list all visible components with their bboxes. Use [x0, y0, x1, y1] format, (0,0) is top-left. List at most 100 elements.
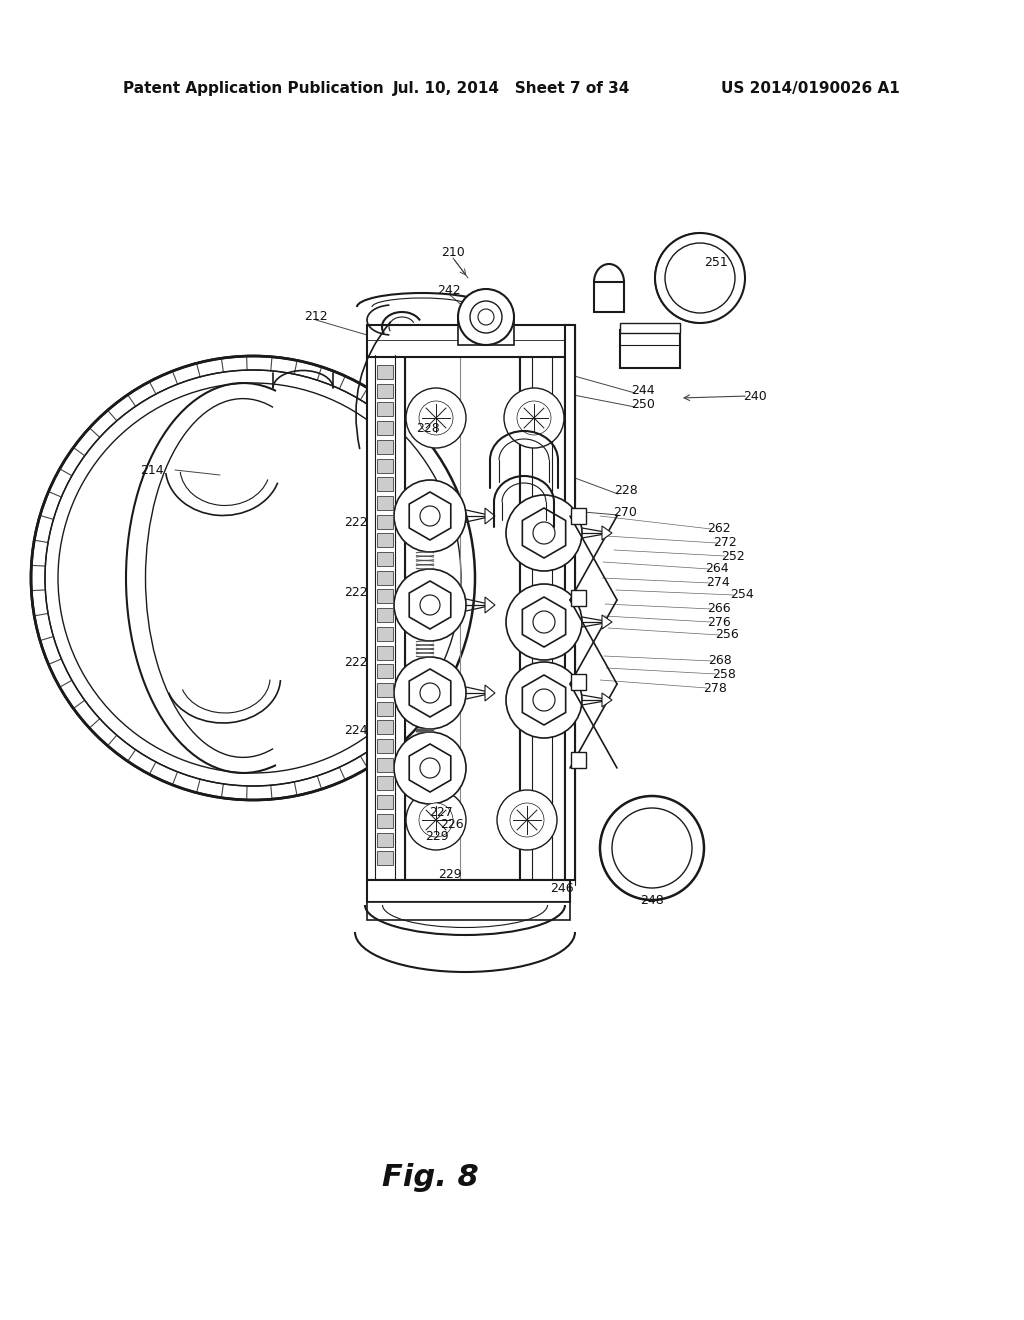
Text: 266: 266: [708, 602, 731, 615]
Polygon shape: [602, 693, 612, 708]
Text: 210: 210: [441, 247, 465, 260]
Text: 244: 244: [631, 384, 654, 396]
Text: 256: 256: [715, 628, 739, 642]
Text: 262: 262: [708, 523, 731, 536]
Circle shape: [394, 480, 466, 552]
Polygon shape: [602, 615, 612, 630]
Text: Fig. 8: Fig. 8: [382, 1163, 478, 1192]
Bar: [571, 508, 586, 524]
Polygon shape: [522, 597, 565, 647]
Circle shape: [394, 569, 466, 642]
Text: 228: 228: [416, 421, 440, 434]
Text: 222: 222: [344, 586, 368, 598]
Bar: [406, 355, 520, 880]
Text: 270: 270: [613, 506, 637, 519]
Bar: [377, 570, 393, 585]
Bar: [367, 880, 570, 902]
Circle shape: [506, 583, 582, 660]
Text: 264: 264: [706, 562, 729, 576]
Polygon shape: [485, 597, 495, 612]
Text: 272: 272: [713, 536, 737, 549]
Circle shape: [506, 663, 582, 738]
Bar: [377, 590, 393, 603]
Text: 240: 240: [743, 389, 767, 403]
Text: 229: 229: [425, 829, 449, 842]
Circle shape: [497, 789, 557, 850]
Bar: [377, 664, 393, 678]
Circle shape: [470, 301, 502, 333]
Text: 278: 278: [703, 681, 727, 694]
Circle shape: [458, 289, 514, 345]
Text: 222: 222: [344, 516, 368, 528]
Polygon shape: [602, 525, 612, 540]
Bar: [377, 533, 393, 548]
Text: 229: 229: [438, 869, 462, 882]
Circle shape: [394, 733, 466, 804]
Bar: [377, 814, 393, 828]
Polygon shape: [485, 685, 495, 701]
Polygon shape: [485, 508, 495, 524]
Bar: [377, 609, 393, 622]
Circle shape: [419, 803, 453, 837]
Text: 276: 276: [708, 615, 731, 628]
Circle shape: [534, 611, 555, 634]
Bar: [367, 325, 570, 356]
Bar: [377, 776, 393, 791]
Bar: [377, 496, 393, 510]
Bar: [620, 330, 680, 368]
Polygon shape: [410, 492, 451, 540]
Text: 227: 227: [429, 805, 453, 818]
Circle shape: [420, 506, 440, 525]
Polygon shape: [522, 675, 565, 725]
Text: 222: 222: [344, 656, 368, 668]
Bar: [377, 478, 393, 491]
Circle shape: [58, 383, 449, 774]
Bar: [377, 627, 393, 640]
Circle shape: [517, 401, 551, 436]
Bar: [571, 590, 586, 606]
Bar: [377, 758, 393, 772]
Text: 258: 258: [712, 668, 736, 681]
Bar: [377, 515, 393, 528]
Bar: [620, 323, 680, 333]
Bar: [377, 421, 393, 436]
Bar: [377, 851, 393, 866]
Text: 268: 268: [709, 655, 732, 668]
Circle shape: [504, 388, 564, 447]
Text: 242: 242: [437, 284, 461, 297]
Circle shape: [420, 682, 440, 704]
Circle shape: [534, 521, 555, 544]
Bar: [571, 675, 586, 690]
Circle shape: [655, 234, 745, 323]
Circle shape: [478, 309, 494, 325]
Bar: [377, 366, 393, 379]
Polygon shape: [410, 669, 451, 717]
Bar: [571, 752, 586, 768]
Text: US 2014/0190026 A1: US 2014/0190026 A1: [721, 81, 900, 95]
Polygon shape: [410, 744, 451, 792]
Text: 224: 224: [344, 723, 368, 737]
Circle shape: [534, 689, 555, 711]
Bar: [520, 355, 565, 880]
Bar: [458, 317, 514, 345]
Bar: [377, 645, 393, 660]
Text: Jul. 10, 2014   Sheet 7 of 34: Jul. 10, 2014 Sheet 7 of 34: [393, 81, 631, 95]
Circle shape: [665, 243, 735, 313]
Circle shape: [31, 356, 475, 800]
Bar: [377, 440, 393, 454]
Circle shape: [420, 758, 440, 777]
Text: Patent Application Publication: Patent Application Publication: [123, 81, 384, 95]
Text: 214: 214: [140, 463, 164, 477]
Text: 252: 252: [721, 549, 744, 562]
Text: 212: 212: [304, 309, 328, 322]
Bar: [377, 403, 393, 416]
Bar: [377, 458, 393, 473]
Bar: [565, 325, 575, 880]
Circle shape: [394, 657, 466, 729]
Bar: [377, 833, 393, 846]
Circle shape: [406, 388, 466, 447]
Text: 248: 248: [640, 895, 664, 908]
Text: 254: 254: [730, 589, 754, 602]
Circle shape: [419, 401, 453, 436]
Polygon shape: [410, 581, 451, 630]
